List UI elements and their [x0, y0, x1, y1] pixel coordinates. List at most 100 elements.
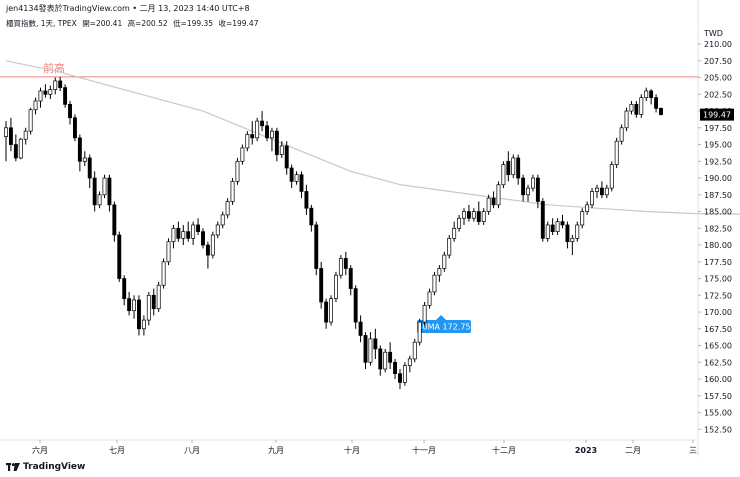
candle-body: [48, 89, 53, 95]
candle-body: [137, 299, 141, 330]
candle-body: [555, 221, 560, 232]
candle: [245, 131, 250, 152]
y-tick-label: 160.00: [704, 375, 732, 384]
candle-body: [535, 177, 540, 202]
candle-body: [240, 147, 245, 162]
symbol-label[interactable]: 櫃買指數, 1天, TPEX: [6, 19, 77, 28]
candle: [289, 164, 294, 189]
candle-body: [13, 144, 18, 159]
candle-body: [43, 90, 48, 95]
candle: [555, 218, 560, 235]
candle-body: [314, 224, 319, 269]
candle-body: [63, 87, 68, 105]
candle-body: [442, 254, 447, 269]
candle: [77, 134, 82, 172]
candle: [526, 184, 530, 202]
candle-body: [176, 227, 181, 239]
last-price-label: 199.47: [703, 111, 731, 120]
candle: [338, 255, 343, 279]
candle-body: [486, 197, 491, 212]
candle: [279, 141, 284, 158]
tradingview-logo[interactable]: TradingView: [6, 462, 85, 472]
candle: [545, 221, 550, 242]
candle-body: [186, 231, 191, 239]
candle-body: [250, 134, 255, 139]
candle: [329, 295, 333, 326]
candle-body: [629, 104, 634, 112]
candle: [319, 261, 324, 309]
y-tick-label: 157.50: [704, 392, 732, 401]
candle-body: [388, 351, 393, 363]
open-value: 開=200.41: [82, 19, 123, 28]
candle: [87, 154, 92, 189]
candle: [343, 251, 348, 276]
candle-body: [68, 104, 72, 119]
candle-body: [161, 261, 166, 286]
candle-body: [550, 224, 555, 232]
y-tick-label: 175.00: [704, 275, 732, 284]
candle: [82, 151, 87, 166]
candle-body: [358, 321, 363, 336]
candle-body: [402, 365, 407, 383]
candle-body: [654, 97, 659, 109]
x-tick-label: 十二月: [492, 445, 516, 455]
candle-body: [284, 145, 289, 169]
candle-body: [289, 167, 294, 182]
candle-body: [102, 177, 107, 196]
candle-body: [18, 138, 23, 159]
candle-body: [72, 117, 77, 139]
x-tick-label: 八月: [184, 446, 200, 455]
candle-body: [329, 298, 333, 323]
candle-body: [230, 181, 235, 202]
candle-body: [201, 231, 205, 246]
candle: [501, 161, 506, 189]
candle: [383, 348, 388, 373]
candle: [575, 221, 580, 242]
candle: [565, 221, 570, 249]
candle-body: [92, 177, 97, 206]
candle: [102, 174, 107, 199]
candle: [378, 345, 383, 376]
candle: [511, 154, 516, 179]
close-value: 收=199.47: [218, 19, 259, 28]
candle: [210, 231, 215, 259]
candle-body: [319, 268, 324, 303]
candle: [274, 127, 279, 162]
candle: [659, 107, 663, 116]
y-tick-label: 152.50: [704, 425, 732, 434]
ma-line: [5, 60, 740, 215]
candle: [619, 124, 624, 145]
candle-body: [422, 304, 427, 323]
candle-body: [590, 191, 595, 206]
candle-body: [609, 164, 614, 189]
candle: [18, 137, 23, 160]
candle: [72, 114, 77, 142]
candle: [299, 171, 304, 199]
candle: [260, 111, 265, 132]
candle-body: [255, 120, 260, 139]
candle: [38, 87, 43, 108]
candle: [535, 174, 540, 209]
candle: [634, 101, 639, 118]
candle: [654, 94, 659, 113]
candle-body: [604, 187, 609, 196]
candle: [462, 208, 466, 225]
candle: [398, 368, 402, 390]
candle: [496, 181, 501, 209]
candle: [53, 77, 58, 95]
candle: [491, 191, 496, 209]
candle-body: [398, 373, 402, 383]
candle: [442, 251, 447, 272]
candle: [422, 301, 427, 326]
candle: [8, 117, 13, 152]
candle: [639, 94, 644, 118]
candle-body: [393, 361, 398, 375]
tradingview-logo-icon: [6, 463, 20, 471]
candle-body: [294, 174, 299, 182]
candle-body: [501, 164, 506, 186]
y-tick-label: 207.50: [704, 57, 732, 66]
candle: [294, 171, 299, 185]
candle: [649, 88, 654, 105]
candle-body: [659, 107, 663, 115]
